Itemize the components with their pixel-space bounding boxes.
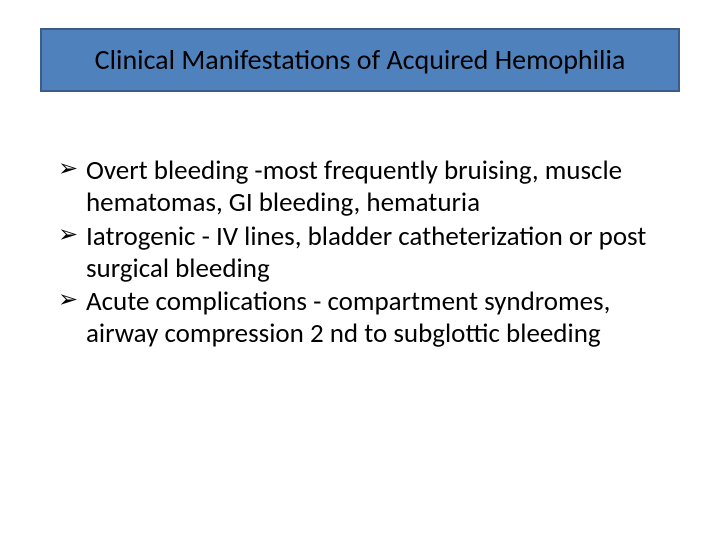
bullet-item: Overt bleeding -most frequently bruising… (58, 155, 668, 219)
slide: Clinical Manifestations of Acquired Hemo… (0, 0, 720, 540)
bullet-item: Iatrogenic - IV lines, bladder catheteri… (58, 221, 668, 285)
bullet-list: Overt bleeding -most frequently bruising… (58, 155, 668, 350)
title-box: Clinical Manifestations of Acquired Hemo… (40, 28, 680, 92)
body-area: Overt bleeding -most frequently bruising… (58, 155, 668, 352)
slide-title: Clinical Manifestations of Acquired Hemo… (95, 45, 626, 76)
bullet-item: Acute complications - compartment syndro… (58, 286, 668, 350)
